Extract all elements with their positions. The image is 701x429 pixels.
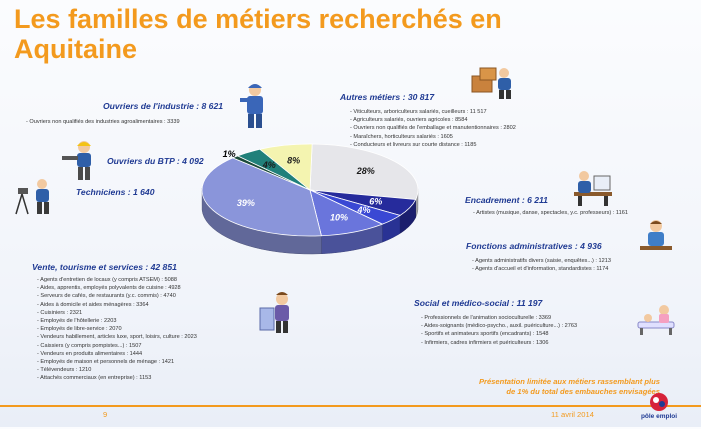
category-item: - Serveurs de cafés, de restaurants (y.c… [37, 293, 176, 300]
category-item: - Ouvriers non qualifiés de l'emballage … [350, 125, 516, 132]
category-item: - Aides à domicile et aides ménagères : … [37, 301, 149, 308]
page-title: Les familles de métiers recherchés en Aq… [14, 4, 502, 64]
category-item: - Sportifs et animateurs sportifs (encad… [421, 331, 549, 338]
pie-label-3: 10% [330, 213, 348, 223]
category-item: - Professionnels de l'animation sociocul… [421, 315, 552, 321]
category-item: - Agents d'entretien de locaux (y compri… [37, 277, 177, 283]
pie-slice-0 [309, 143, 419, 200]
category-item: - Agents d'accueil et d'information, sta… [472, 266, 609, 273]
category-title-techniciens: Techniciens : 1 640 [76, 187, 155, 197]
category-item: - Cuisiniers : 2321 [37, 309, 83, 316]
category-list-vente: - Agents d'entretien de locaux (y compri… [37, 276, 197, 383]
manager-icon [574, 171, 612, 206]
pole-emploi-logo: pôle emploi [624, 392, 694, 424]
category-list-social: - Professionnels de l'animation sociocul… [421, 314, 577, 347]
pie-label-5: 1% [223, 149, 236, 159]
category-item: - Aides, apprentis, employés polyvalents… [37, 285, 181, 292]
category-title-autres: Autres métiers : 30 817 [340, 92, 435, 102]
pie-label-2: 4% [356, 205, 370, 215]
cook-icon [259, 292, 289, 333]
category-title-btp: Ouvriers du BTP : 4 092 [107, 156, 204, 166]
pie-chart: 28%6%4%10%39%1%4% 8% [201, 143, 419, 255]
category-title-vente: Vente, tourisme et services : 42 851 [32, 262, 177, 272]
pie-sides [201, 188, 419, 255]
category-list-industrie: - Ouvriers non qualifiés des industries … [26, 118, 180, 126]
category-item: - Aides-soignants (médico-psycho., auxil… [421, 323, 578, 330]
category-item: - Viticulteurs, arboriculteurs salariés,… [350, 109, 487, 115]
pie-label-1: 6% [369, 197, 382, 207]
category-item: - Agents administratifs divers (saisie, … [472, 258, 611, 264]
category-item: - Maraîchers, horticulteurs salariés : 1… [350, 133, 453, 140]
category-item: - Vendeurs en produits alimentaires : 14… [37, 350, 143, 357]
category-list-administratives: - Agents administratifs divers (saisie, … [472, 257, 611, 273]
category-item: - Employés de l'hôtellerie : 2203 [37, 318, 117, 325]
pie-label-4: 39% [237, 198, 255, 208]
pie-slice-7 [258, 143, 313, 191]
surveyor-icon [15, 179, 49, 215]
office-worker-icon [640, 220, 672, 250]
footnote-line: Présentation limitée aux métiers rassemb… [478, 377, 660, 386]
category-item: - Infirmiers, cadres infirmiers et puéri… [421, 339, 549, 346]
category-item: - Caissiers (y compris pompistes...) : 1… [37, 342, 142, 349]
category-title-administratives: Fonctions administratives : 4 936 [466, 241, 602, 251]
logo-text: pôle emploi [640, 413, 678, 420]
category-item: - Vendeurs habillement, articles luxe, s… [37, 334, 197, 341]
construction-worker-icon [62, 141, 91, 180]
pie-label-7: 8% [287, 155, 300, 165]
page-number: 9 [103, 410, 108, 419]
category-title-industrie: Ouvriers de l'industrie : 8 621 [103, 101, 224, 111]
category-item: - Télévendeurs : 1210 [37, 367, 92, 374]
category-title-social: Social et médico-social : 11 197 [414, 298, 543, 308]
category-item: - Ouvriers non qualifiés des industries … [26, 119, 180, 125]
worker-icon [240, 84, 263, 128]
footer-bar [0, 405, 701, 429]
pie-slice-4 [201, 157, 322, 237]
category-title-encadrement: Encadrement : 6 211 [465, 195, 548, 205]
category-item: - Artistes (musique, danse, spectacles, … [473, 210, 628, 216]
category-item: - Attachés commerciaux (en entreprise) :… [37, 375, 152, 382]
pie-label-6: 4% [262, 160, 276, 170]
nurse-icon [637, 305, 675, 335]
footnote-line: de 1% du total des embauches envisagées [506, 386, 660, 396]
mover-icon [471, 67, 511, 99]
category-item: - Employés de libre-service : 2070 [37, 326, 122, 333]
footnote: Présentation limitée aux métiers rassemb… [360, 377, 660, 396]
category-list-autres: - Viticulteurs, arboriculteurs salariés,… [350, 108, 516, 149]
pie-label-0: 28% [356, 166, 375, 176]
category-item: - Agriculteurs salariés, ouvriers agrico… [350, 117, 468, 124]
footer-date: 11 avril 2014 [551, 410, 594, 419]
category-item: - Conducteurs et livreurs sur courte dis… [350, 141, 477, 148]
pole-emploi-logo-mark [650, 393, 668, 411]
category-item: - Employés de maison et personnels de mé… [37, 359, 175, 366]
